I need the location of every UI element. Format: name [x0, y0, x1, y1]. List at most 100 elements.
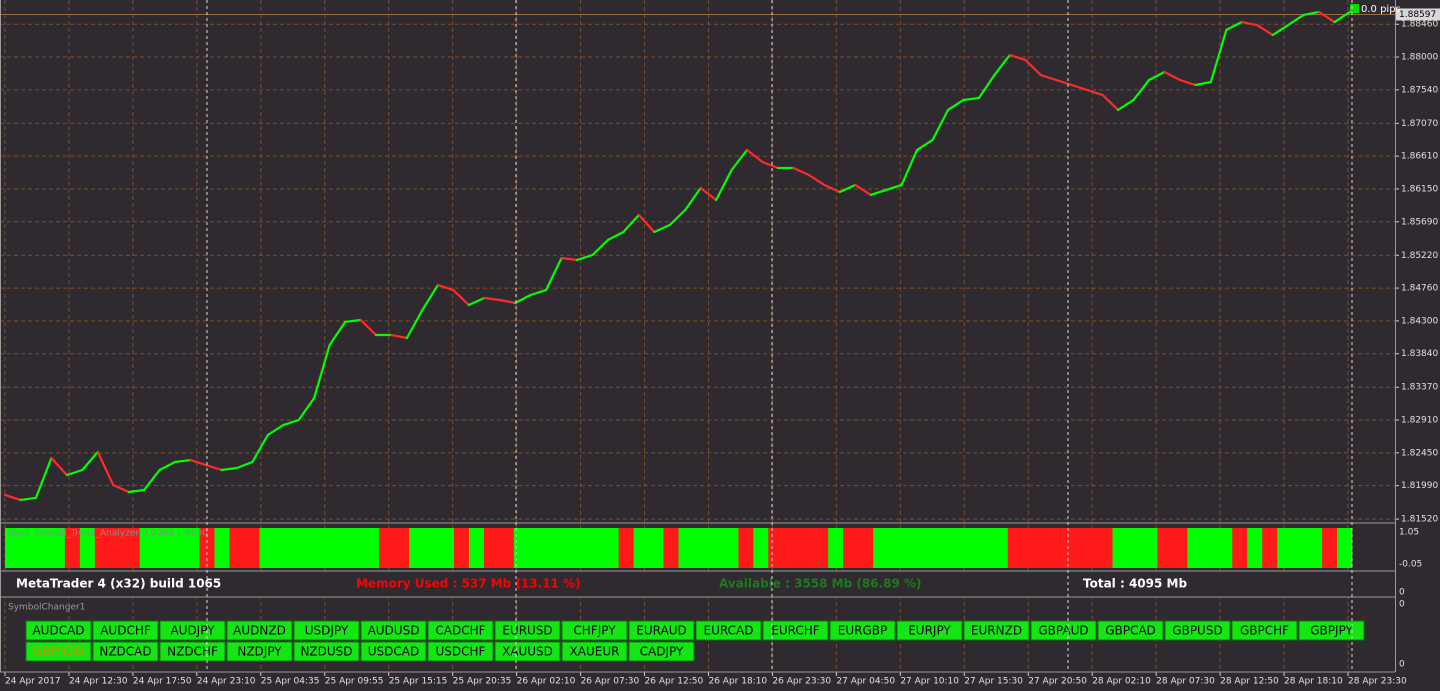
symbol-button[interactable]: USDJPY	[293, 620, 360, 641]
symbol-button[interactable]: XAUUSD	[494, 641, 561, 662]
symbol-button[interactable]: EURNZD	[963, 620, 1030, 641]
button-face[interactable]	[628, 620, 695, 641]
button-label[interactable]: GBPAUD	[1038, 624, 1088, 638]
symbol-button[interactable]: GBPCAD	[1097, 620, 1164, 641]
button-face[interactable]	[963, 620, 1030, 641]
button-label[interactable]: CADJPY	[640, 645, 684, 659]
symbol-button[interactable]: EURJPY	[896, 620, 963, 641]
button-label[interactable]: CADCHF	[435, 624, 485, 638]
trend-bar	[1022, 528, 1039, 568]
button-face[interactable]	[25, 641, 92, 662]
button-face[interactable]	[1030, 620, 1097, 641]
button-face[interactable]	[159, 620, 226, 641]
symbol-button[interactable]: NZDCHF	[159, 641, 226, 662]
button-face[interactable]	[1298, 620, 1365, 641]
button-label[interactable]: GBPJPY	[1310, 624, 1353, 638]
button-label[interactable]: NZDCAD	[99, 645, 151, 659]
button-face[interactable]	[92, 620, 159, 641]
button-label[interactable]: USDCAD	[368, 645, 419, 659]
button-label[interactable]: GBPCAD	[1105, 624, 1156, 638]
trend-bar	[1052, 528, 1069, 568]
button-face[interactable]	[561, 641, 628, 662]
symbol-button[interactable]: AUDUSD	[360, 620, 427, 641]
button-label[interactable]: EURAUD	[636, 624, 686, 638]
button-label[interactable]: EURCHF	[771, 624, 820, 638]
button-label[interactable]: CHFJPY	[573, 624, 616, 638]
button-label[interactable]: USDCHF	[436, 645, 486, 659]
symbol-button[interactable]: CADCHF	[427, 620, 494, 641]
button-face[interactable]	[226, 641, 293, 662]
symbol-button[interactable]: AUDNZD	[226, 620, 293, 641]
button-face[interactable]	[494, 641, 561, 662]
symbol-button[interactable]: AUDCAD	[25, 620, 92, 641]
price-segment	[684, 186, 702, 212]
button-label[interactable]: AUDCAD	[32, 624, 84, 638]
button-face[interactable]	[293, 641, 360, 662]
button-face[interactable]	[92, 641, 159, 662]
symbol-button[interactable]: GBPCHF	[1231, 620, 1298, 641]
x-tick-label: 24 Apr 17:50	[133, 677, 192, 687]
price-segment	[653, 223, 671, 234]
symbol-button[interactable]: EURCHF	[762, 620, 829, 641]
symbol-button[interactable]: NZDJPY	[226, 641, 293, 662]
trend-bar	[1037, 528, 1054, 568]
button-label[interactable]: EURGBP	[838, 624, 887, 638]
symbol-button[interactable]: EURCAD	[695, 620, 762, 641]
symbol-button[interactable]: NZDUSD	[293, 641, 360, 662]
symbol-button[interactable]: EURAUD	[628, 620, 695, 641]
button-label[interactable]: EURUSD	[502, 624, 552, 638]
button-face[interactable]	[695, 620, 762, 641]
button-label[interactable]: AUDCHF	[100, 624, 151, 638]
button-face[interactable]	[829, 620, 896, 641]
button-face[interactable]	[360, 620, 427, 641]
symbol-button[interactable]: XAUEUR	[561, 641, 628, 662]
button-label[interactable]: NZDUSD	[300, 645, 352, 659]
symbol-button[interactable]: GBPJPY	[1298, 620, 1365, 641]
button-label[interactable]: AUDUSD	[368, 624, 420, 638]
button-face[interactable]	[1164, 620, 1231, 641]
button-face[interactable]	[360, 641, 427, 662]
symbol-button[interactable]: USDCAD	[360, 641, 427, 662]
button-face[interactable]	[159, 641, 226, 662]
symbol-button[interactable]: CHFJPY	[561, 620, 628, 641]
price-segment	[993, 53, 1011, 77]
button-label[interactable]: XAUUSD	[502, 645, 553, 659]
button-label[interactable]: AUDJPY	[170, 624, 215, 638]
button-face[interactable]	[561, 620, 628, 641]
symbol-button[interactable]: CADJPY	[628, 641, 695, 662]
button-label[interactable]: EURCAD	[704, 624, 754, 638]
symbol-button[interactable]: GBPAUD	[1030, 620, 1097, 641]
button-face[interactable]	[226, 620, 293, 641]
button-face[interactable]	[427, 620, 494, 641]
symbol-button[interactable]: EURUSD	[494, 620, 561, 641]
symbol-button[interactable]: NZDCAD	[92, 641, 159, 662]
button-face[interactable]	[1097, 620, 1164, 641]
price-segment	[730, 148, 749, 172]
button-label[interactable]: GBPCHF	[1240, 624, 1289, 638]
symbol-button[interactable]: AUDCHF	[92, 620, 159, 641]
symbol-button[interactable]: EURGBP	[829, 620, 896, 641]
symbol-button[interactable]: AUDJPY	[159, 620, 226, 641]
price-segment	[359, 318, 378, 337]
button-face[interactable]	[896, 620, 963, 641]
trend-bar	[813, 528, 829, 568]
button-face[interactable]	[25, 620, 92, 641]
button-label[interactable]: EURNZD	[971, 624, 1022, 638]
button-label[interactable]: XAUEUR	[570, 645, 620, 659]
button-label[interactable]: GBPUSD	[1172, 624, 1222, 638]
button-face[interactable]	[293, 620, 360, 641]
button-label[interactable]: EURJPY	[908, 624, 951, 638]
symbol-button[interactable]: GBPNZD	[25, 641, 92, 662]
button-face[interactable]	[762, 620, 829, 641]
button-face[interactable]	[494, 620, 561, 641]
button-label[interactable]: GBPNZD	[33, 645, 84, 659]
symbol-button[interactable]: USDCHF	[427, 641, 494, 662]
button-face[interactable]	[427, 641, 494, 662]
button-face[interactable]	[1231, 620, 1298, 641]
button-label[interactable]: AUDNZD	[233, 624, 286, 638]
button-face[interactable]	[628, 641, 695, 662]
button-label[interactable]: NZDCHF	[167, 645, 218, 659]
button-label[interactable]: NZDJPY	[237, 645, 282, 659]
button-label[interactable]: USDJPY	[305, 624, 349, 638]
symbol-button[interactable]: GBPUSD	[1164, 620, 1231, 641]
